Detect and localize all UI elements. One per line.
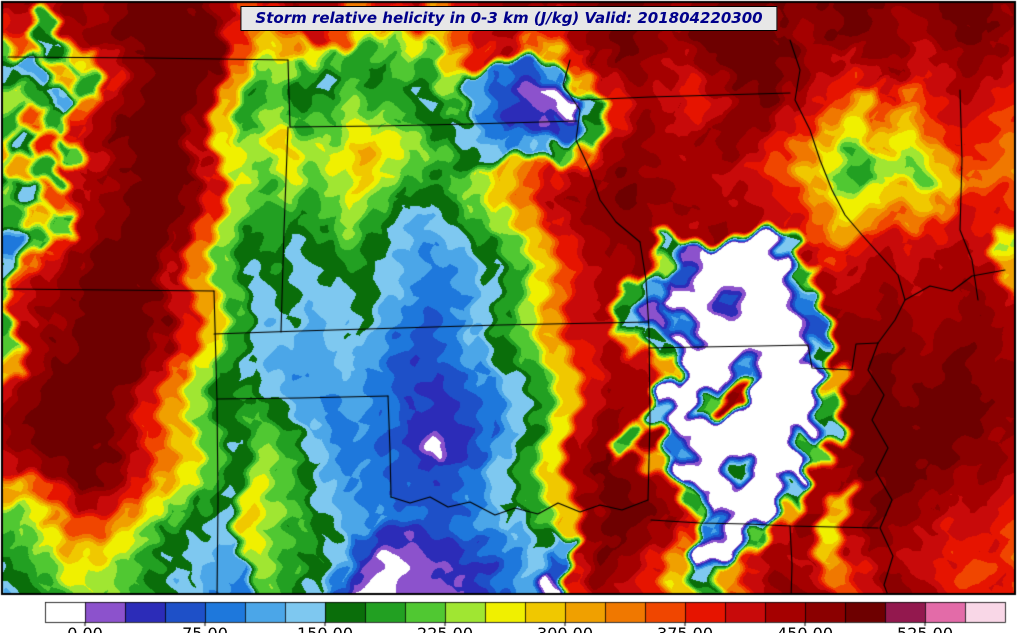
colorbar-tick-label: 375.00: [657, 624, 713, 633]
page-title: Storm relative helicity in 0-3 km (J/kg)…: [255, 9, 763, 27]
colorbar-tick-label: 450.00: [777, 624, 833, 633]
colorbar-tick-label: 0.00: [67, 624, 103, 633]
colorbar-tick-label: 75.00: [182, 624, 228, 633]
title-box: Storm relative helicity in 0-3 km (J/kg)…: [240, 6, 778, 31]
colorbar-tick-label: 525.00: [897, 624, 953, 633]
colorbar-tick-label: 150.00: [297, 624, 353, 633]
colorbar-tick-label: 225.00: [417, 624, 473, 633]
colorbar-tick-label: 300.00: [537, 624, 593, 633]
